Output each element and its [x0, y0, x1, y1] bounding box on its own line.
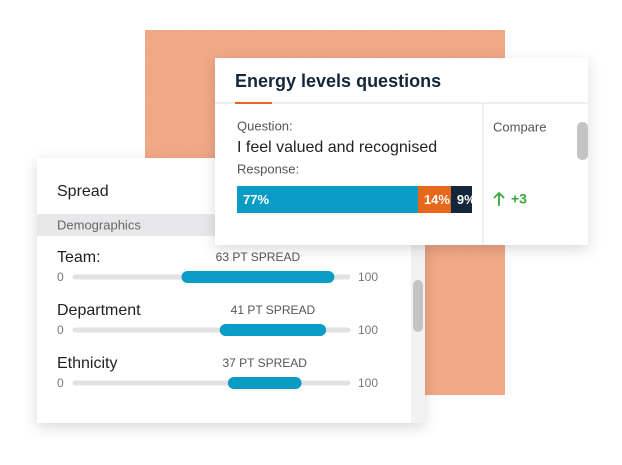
spread-label: 41 PT SPREAD: [231, 303, 316, 317]
compare-label: Compare: [493, 119, 546, 134]
card-title: Energy levels questions: [235, 71, 441, 91]
response-label: Response:: [237, 161, 299, 176]
question: I feel valued and recognised: [237, 139, 437, 156]
row-label: Ethnicity: [57, 355, 117, 372]
response-segment: [237, 186, 418, 213]
card-title: Spread: [57, 183, 109, 200]
scrollbar[interactable]: [577, 122, 588, 160]
compare-value: +3: [511, 191, 527, 207]
spread-bar: [219, 324, 327, 336]
min-label: 0: [57, 323, 64, 337]
row-label: Department: [57, 302, 141, 319]
response-value-label: 77%: [243, 192, 269, 207]
max-label: 100: [358, 376, 378, 390]
spread-bar: [227, 377, 302, 389]
spread-rows: Team: 63 PT SPREAD 0 100 Department 41 PT SPR…: [57, 249, 378, 390]
spread-bar: [181, 271, 335, 283]
max-label: 100: [358, 323, 378, 337]
up-arrow: [493, 191, 505, 206]
card: [215, 58, 588, 245]
response-value-label: 9%: [457, 192, 476, 207]
max-label: 100: [358, 270, 378, 284]
min-label: 0: [57, 376, 64, 390]
response-segment: [417, 186, 451, 213]
response-segment: [450, 186, 472, 213]
response-value-label: 14%: [424, 192, 450, 207]
energy-card: Energy levels questions Question: I feel…: [215, 58, 588, 245]
spread-label: 37 PT SPREAD: [222, 356, 307, 370]
spread-label: 63 PT SPREAD: [216, 250, 301, 264]
section-label: Demographics: [57, 217, 141, 232]
response-bar: 77% 14% 9%: [237, 186, 476, 213]
row-label: Team:: [57, 249, 101, 266]
scrollbar[interactable]: [413, 280, 423, 332]
question-label: Question:: [237, 118, 293, 133]
min-label: 0: [57, 270, 64, 284]
